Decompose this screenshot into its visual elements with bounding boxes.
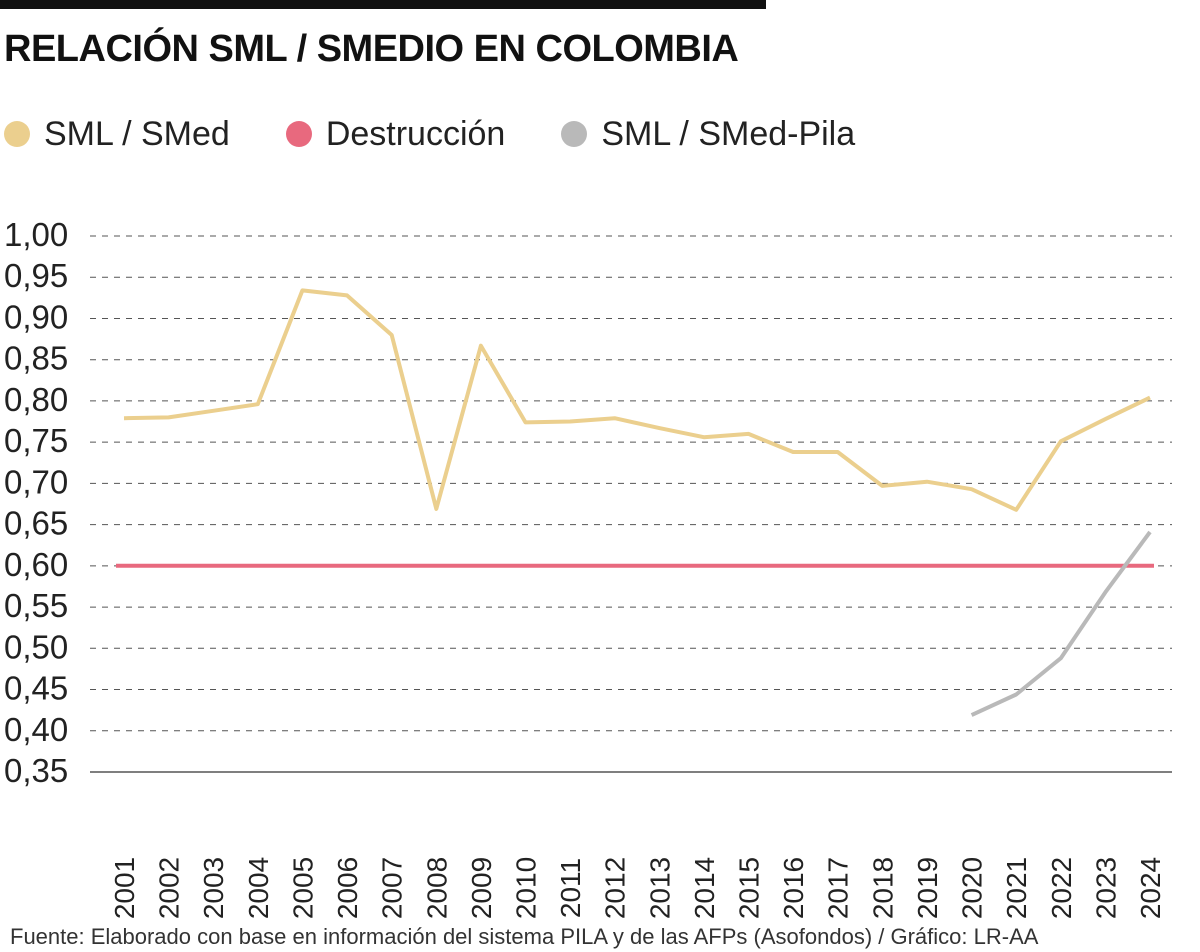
y-tick-label: 0,65: [4, 505, 68, 542]
x-tick-label: 2009: [466, 857, 497, 919]
x-tick-label: 2018: [867, 857, 898, 919]
y-tick-label: 0,80: [4, 381, 68, 418]
x-tick-label: 2020: [957, 857, 988, 919]
legend-item-destruccion: Destrucción: [285, 114, 506, 154]
x-tick-label: 2013: [644, 857, 675, 919]
legend-label-sml-smed: SML / SMed: [44, 114, 230, 153]
legend: SML / SMed Destrucción SML / SMed-Pila: [4, 112, 911, 156]
y-tick-label: 0,75: [4, 422, 68, 459]
source-note: Fuente: Elaborado con base en informació…: [10, 924, 1039, 949]
y-tick-label: 0,70: [4, 463, 68, 500]
x-tick-label: 2023: [1090, 857, 1121, 919]
x-tick-label: 2024: [1135, 857, 1166, 919]
y-tick-label: 0,95: [4, 257, 68, 294]
legend-swatch-destruccion: [285, 121, 312, 147]
y-tick-label: 1,00: [4, 216, 68, 253]
x-tick-label: 2001: [109, 857, 140, 919]
y-tick-label: 0,45: [4, 670, 68, 707]
y-tick-label: 0,60: [4, 546, 68, 583]
x-tick-label: 2019: [912, 857, 943, 919]
legend-item-sml-smed-pila: SML / SMed-Pila: [561, 115, 855, 154]
legend-item-sml-smed: SML / SMed: [4, 115, 230, 154]
x-tick-label: 2002: [154, 857, 185, 919]
legend-label-destruccion: Destrucción: [325, 114, 506, 153]
x-tick-label: 2022: [1046, 857, 1077, 919]
x-tick-label: 2014: [689, 857, 720, 919]
series-line-sml-smed: [123, 288, 1151, 512]
x-tick-label: 2003: [198, 857, 229, 919]
x-tick-label: 2008: [421, 857, 452, 919]
chart-title: RELACIÓN SML / SMEDIO EN COLOMBIA: [4, 28, 739, 70]
x-tick-label: 2012: [600, 857, 631, 919]
y-tick-label: 0,35: [4, 752, 68, 789]
y-tick-label: 0,90: [4, 298, 68, 335]
x-tick-label: 2005: [287, 857, 318, 919]
x-tick-label: 2006: [332, 857, 363, 919]
x-tick-label: 2017: [823, 857, 854, 919]
x-tick-label: 2004: [243, 857, 274, 919]
legend-label-sml-smed-pila: SML / SMed-Pila: [601, 114, 856, 153]
y-tick-label: 0,40: [4, 711, 68, 748]
legend-swatch-sml-smed-pila: [561, 121, 588, 147]
x-tick-label: 2010: [510, 857, 541, 919]
x-tick-label: 2021: [1001, 857, 1032, 919]
y-tick-label: 0,50: [4, 628, 68, 665]
x-tick-label: 2015: [734, 857, 765, 919]
title-top-bar: [0, 0, 766, 9]
x-tick-label: 2007: [377, 857, 408, 919]
series-line-sml-smed-pila: [970, 530, 1152, 717]
legend-swatch-sml-smed: [4, 121, 30, 147]
y-tick-label: 0,55: [4, 587, 68, 624]
y-tick-label: 0,85: [4, 340, 68, 377]
x-tick-label: 2011: [555, 858, 586, 918]
x-tick-label: 2016: [778, 857, 809, 919]
